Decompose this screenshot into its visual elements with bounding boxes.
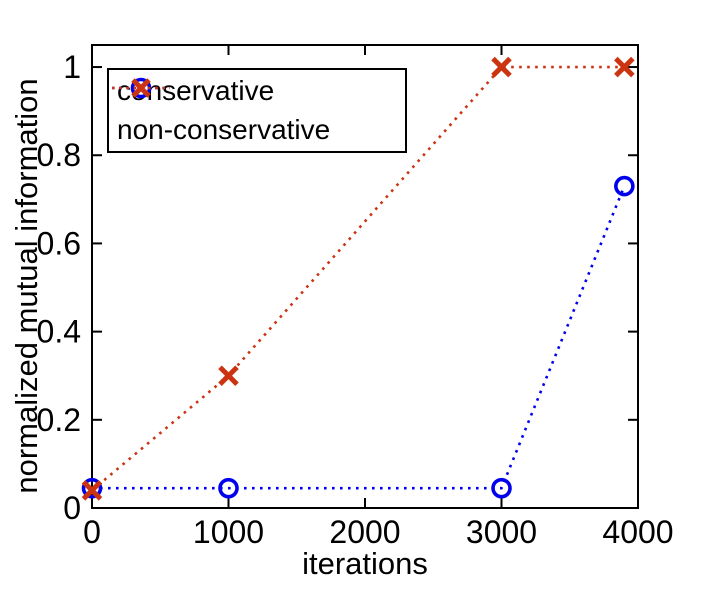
series-line-conservative [92,185,626,490]
y-tick-label: 1 [63,49,81,85]
x-tick-label: 2000 [329,514,400,550]
y-tick-label: 0.2 [37,402,81,438]
y-tick-label: 0.4 [37,314,81,350]
x-tick-label: 0 [83,514,101,550]
series-line-non-conservative [91,65,625,492]
data-point-x [81,480,103,501]
data-point-circle [491,477,512,499]
x-tick-label: 4000 [602,514,673,550]
legend-label-non-conservative: non-conservative [117,114,331,145]
x-marker-icon [112,78,170,98]
data-point-circle [81,477,103,499]
y-tick-label: 0 [63,490,81,526]
data-point-circle [218,477,239,499]
data-point-circle [614,175,635,197]
y-tick-label: 0.8 [37,137,81,173]
data-point-x [614,56,635,78]
x-tick-label: 1000 [193,514,264,550]
y-tick-label: 0.6 [37,225,81,261]
legend-item-non-conservative: non-conservative [112,78,405,149]
legend: conservative non-conservative [107,68,407,153]
data-point-x [218,365,239,386]
data-point-x [491,56,512,78]
x-tick-label: 3000 [466,514,537,550]
y-axis-label: normalized mutual information [9,78,44,494]
x-axis-label: iterations [302,546,428,581]
